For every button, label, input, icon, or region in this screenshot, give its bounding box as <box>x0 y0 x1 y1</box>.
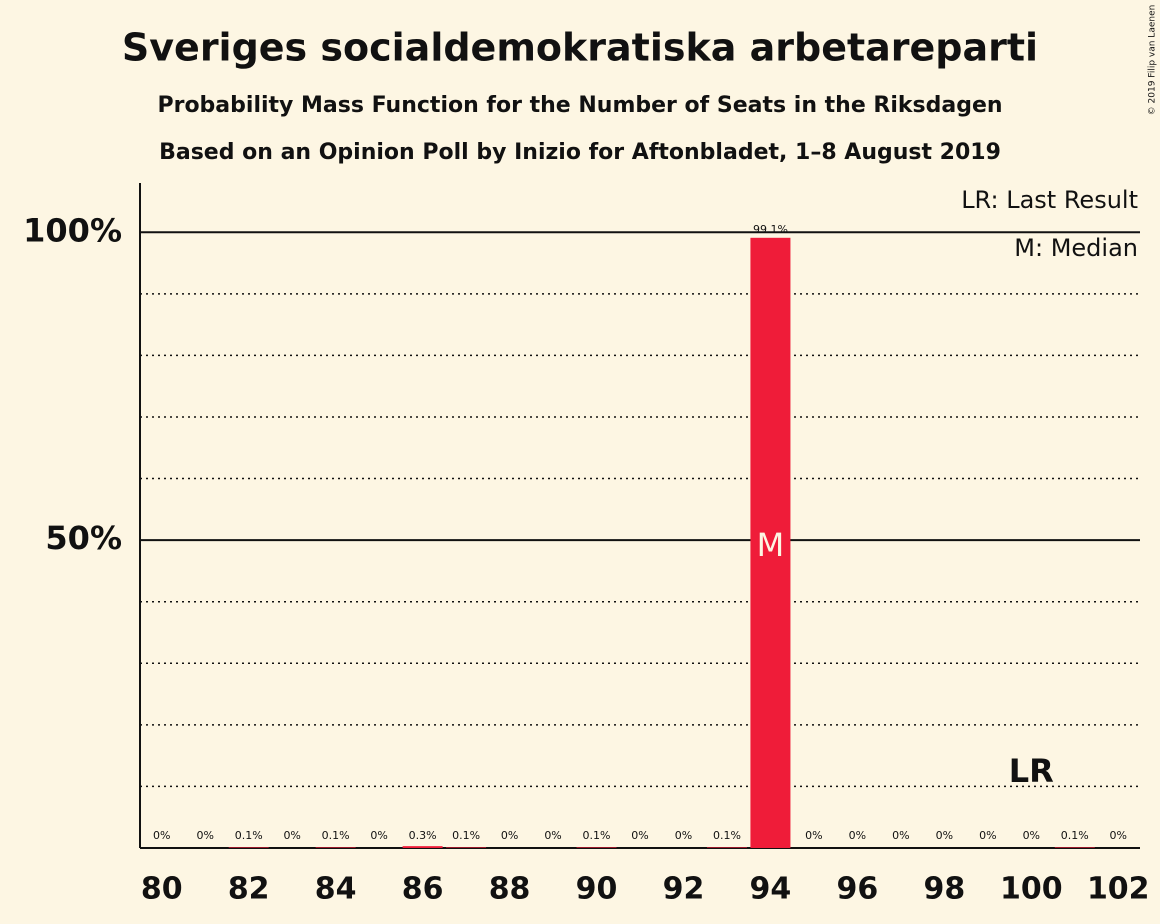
value-label: 0.1% <box>713 829 741 842</box>
value-label: 0% <box>153 829 170 842</box>
x-tick-label: 86 <box>402 872 444 907</box>
x-tick-label: 80 <box>141 872 183 907</box>
last-result-marker: LR <box>1009 752 1054 790</box>
value-label: 0% <box>196 829 213 842</box>
value-label: 0% <box>501 829 518 842</box>
bar <box>1054 847 1095 848</box>
x-tick-label: 100 <box>1000 872 1063 907</box>
x-tick-label: 92 <box>663 872 705 907</box>
x-tick-label: 98 <box>923 872 965 907</box>
x-tick-label: 96 <box>837 872 879 907</box>
value-label: 0% <box>631 829 648 842</box>
chart-subtitle: Probability Mass Function for the Number… <box>157 93 1002 118</box>
bar <box>446 847 487 848</box>
x-tick-label: 88 <box>489 872 531 907</box>
y-tick-label: 50% <box>45 519 122 557</box>
legend-entry: M: Median <box>1014 234 1138 262</box>
value-label: 0% <box>1023 829 1040 842</box>
value-label: 0% <box>1110 829 1127 842</box>
bar <box>750 237 791 849</box>
chart-title: Sveriges socialdemokratiska arbetarepart… <box>122 26 1038 70</box>
value-label: 0% <box>892 829 909 842</box>
value-label: 0% <box>805 829 822 842</box>
value-label: 0.3% <box>409 829 437 842</box>
bar <box>402 846 443 848</box>
value-label: 99.1% <box>753 223 788 236</box>
bar <box>228 847 269 848</box>
legend-entry: LR: Last Result <box>961 186 1138 214</box>
copyright: © 2019 Filip van Laenen <box>1148 5 1158 116</box>
x-tick-label: 90 <box>576 872 618 907</box>
value-label: 0% <box>849 829 866 842</box>
x-tick-label: 84 <box>315 872 357 907</box>
chart-subtitle: Based on an Opinion Poll by Inizio for A… <box>159 140 1001 165</box>
value-label: 0.1% <box>1061 829 1089 842</box>
value-label: 0.1% <box>235 829 263 842</box>
value-label: 0% <box>979 829 996 842</box>
x-tick-label: 94 <box>750 872 792 907</box>
value-label: 0.1% <box>322 829 350 842</box>
value-label: 0.1% <box>452 829 480 842</box>
value-label: 0% <box>283 829 300 842</box>
bar <box>315 847 356 848</box>
bar <box>576 847 617 848</box>
y-tick-label: 100% <box>23 211 122 249</box>
x-tick-label: 82 <box>228 872 270 907</box>
value-label: 0% <box>675 829 692 842</box>
value-label: 0% <box>544 829 561 842</box>
x-tick-label: 102 <box>1087 872 1150 907</box>
value-label: 0.1% <box>583 829 611 842</box>
median-marker: M <box>757 526 785 564</box>
value-label: 0% <box>936 829 953 842</box>
value-label: 0% <box>370 829 387 842</box>
bar <box>706 847 747 848</box>
